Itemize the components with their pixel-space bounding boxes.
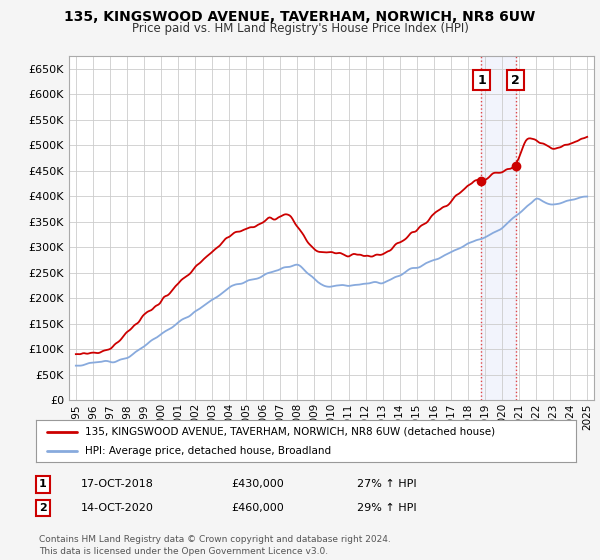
Text: £430,000: £430,000: [231, 479, 284, 489]
Text: 14-OCT-2020: 14-OCT-2020: [81, 503, 154, 513]
Text: 17-OCT-2018: 17-OCT-2018: [81, 479, 154, 489]
Text: 1: 1: [39, 479, 47, 489]
Text: Price paid vs. HM Land Registry's House Price Index (HPI): Price paid vs. HM Land Registry's House …: [131, 22, 469, 35]
Text: 135, KINGSWOOD AVENUE, TAVERHAM, NORWICH, NR8 6UW (detached house): 135, KINGSWOOD AVENUE, TAVERHAM, NORWICH…: [85, 427, 495, 437]
Text: HPI: Average price, detached house, Broadland: HPI: Average price, detached house, Broa…: [85, 446, 331, 456]
Text: 135, KINGSWOOD AVENUE, TAVERHAM, NORWICH, NR8 6UW: 135, KINGSWOOD AVENUE, TAVERHAM, NORWICH…: [64, 10, 536, 24]
Text: 2: 2: [511, 73, 520, 87]
Text: 2: 2: [39, 503, 47, 513]
Bar: [481, 56, 515, 400]
Text: £460,000: £460,000: [231, 503, 284, 513]
Text: 27% ↑ HPI: 27% ↑ HPI: [357, 479, 416, 489]
Text: 29% ↑ HPI: 29% ↑ HPI: [357, 503, 416, 513]
Text: Contains HM Land Registry data © Crown copyright and database right 2024.
This d: Contains HM Land Registry data © Crown c…: [39, 535, 391, 556]
Text: 1: 1: [477, 73, 486, 87]
